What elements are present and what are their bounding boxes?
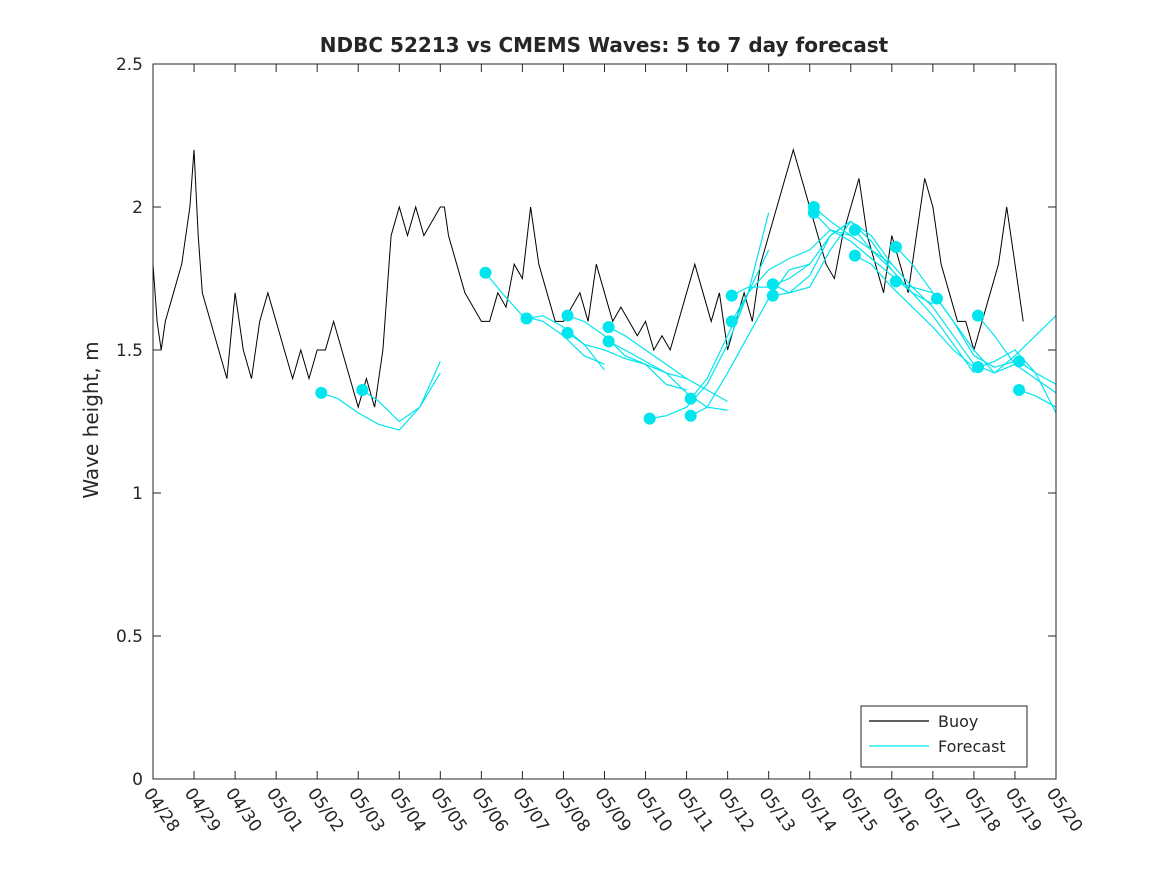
x-tick-label: 05/03	[344, 784, 388, 836]
forecast-track-line	[772, 220, 893, 294]
x-tick-label: 05/19	[1001, 784, 1045, 836]
forecast-track-line	[690, 249, 770, 399]
plot-area	[152, 147, 1057, 431]
y-tick-label: 2.5	[116, 55, 143, 75]
x-tick-label: 05/09	[590, 784, 634, 836]
forecast-start-point	[602, 321, 615, 334]
forecast-track-line	[895, 246, 1016, 368]
forecast-track-line	[936, 298, 1057, 374]
legend-label-buoy: Buoy	[938, 712, 978, 731]
forecast-start-point	[561, 326, 574, 339]
legend-box	[860, 705, 1028, 768]
forecast-start-point	[972, 309, 985, 322]
y-tick-label: 1	[132, 484, 143, 504]
forecast-start-point	[315, 386, 328, 399]
y-tick-label: 0	[132, 770, 143, 790]
forecast-track-line	[608, 340, 728, 411]
y-tick-label: 2	[132, 198, 143, 218]
forecast-start-point	[1013, 355, 1026, 368]
forecast-start-point	[848, 223, 861, 236]
forecast-track-line	[854, 229, 975, 374]
forecast-track-line	[1018, 389, 1057, 408]
x-tick-label: 05/16	[878, 784, 922, 836]
legend: Buoy Forecast	[860, 705, 1028, 768]
forecast-track-line	[1018, 360, 1057, 385]
forecast-track-line	[854, 255, 975, 368]
forecast-start-point	[1013, 384, 1026, 397]
x-tick-label: 05/05	[426, 784, 470, 836]
forecast-start-point	[766, 278, 779, 291]
axes-box	[152, 63, 1057, 780]
forecast-start-point	[602, 335, 615, 348]
x-tick-label: 05/10	[631, 784, 675, 836]
forecast-start-point	[972, 361, 985, 374]
chart-title: NDBC 52213 vs CMEMS Waves: 5 to 7 day fo…	[320, 33, 889, 57]
forecast-track-line	[321, 361, 441, 431]
forecast-track-line	[813, 206, 934, 294]
x-tick-label: 05/13	[755, 784, 799, 836]
forecast-track-line	[608, 326, 728, 403]
forecast-start-point	[889, 241, 902, 254]
x-tick-label: 05/20	[1042, 784, 1086, 836]
x-tick-label: 05/01	[262, 784, 306, 836]
forecast-start-point	[520, 312, 533, 325]
forecast-track-line	[361, 372, 441, 423]
forecast-start-point	[766, 289, 779, 302]
x-tick-label: 05/08	[549, 784, 593, 836]
x-tick-label: 05/06	[467, 784, 511, 836]
forecast-track-line	[977, 349, 1057, 414]
forecast-start-point	[725, 289, 738, 302]
x-tick-label: 04/29	[180, 784, 224, 836]
forecast-start-point	[479, 266, 492, 279]
forecast-start-point	[684, 409, 697, 422]
forecast-track-line	[526, 315, 605, 371]
x-tick-label: 05/12	[714, 784, 758, 836]
forecast-track-line	[485, 272, 605, 365]
forecast-start-point	[930, 292, 943, 305]
forecast-start-point	[848, 249, 861, 262]
x-tick-label: 05/07	[508, 784, 552, 836]
forecast-start-point	[643, 412, 656, 425]
forecast-track-line	[567, 332, 687, 391]
buoy-series-line	[152, 147, 1024, 410]
x-tick-label: 05/17	[919, 784, 963, 836]
y-tick-label: 0.5	[116, 627, 143, 647]
x-tick-label: 05/15	[837, 784, 881, 836]
forecast-start-point	[807, 206, 820, 219]
x-tick-label: 04/30	[221, 784, 265, 836]
x-tick-label: 05/04	[385, 784, 429, 836]
forecast-track-line	[772, 220, 893, 297]
y-tick-label: 1.5	[116, 341, 143, 361]
forecast-start-point	[889, 275, 902, 288]
x-tick-label: 05/02	[303, 784, 347, 836]
forecast-start-point	[684, 392, 697, 405]
y-axis: 0 0.5 1 1.5 2 2.5	[116, 55, 1056, 790]
y-axis-label: Wave height, m	[79, 341, 103, 498]
legend-label-forecast: Forecast	[938, 737, 1006, 756]
forecast-start-point	[356, 384, 369, 397]
x-tick-label: 04/28	[139, 784, 183, 836]
x-tick-label: 05/11	[672, 784, 716, 836]
forecast-track-line	[690, 263, 810, 417]
forecast-start-point	[725, 315, 738, 328]
forecast-start-point	[561, 309, 574, 322]
forecast-track-line	[731, 220, 852, 297]
x-tick-label: 05/18	[960, 784, 1004, 836]
x-tick-label: 05/14	[796, 784, 840, 836]
